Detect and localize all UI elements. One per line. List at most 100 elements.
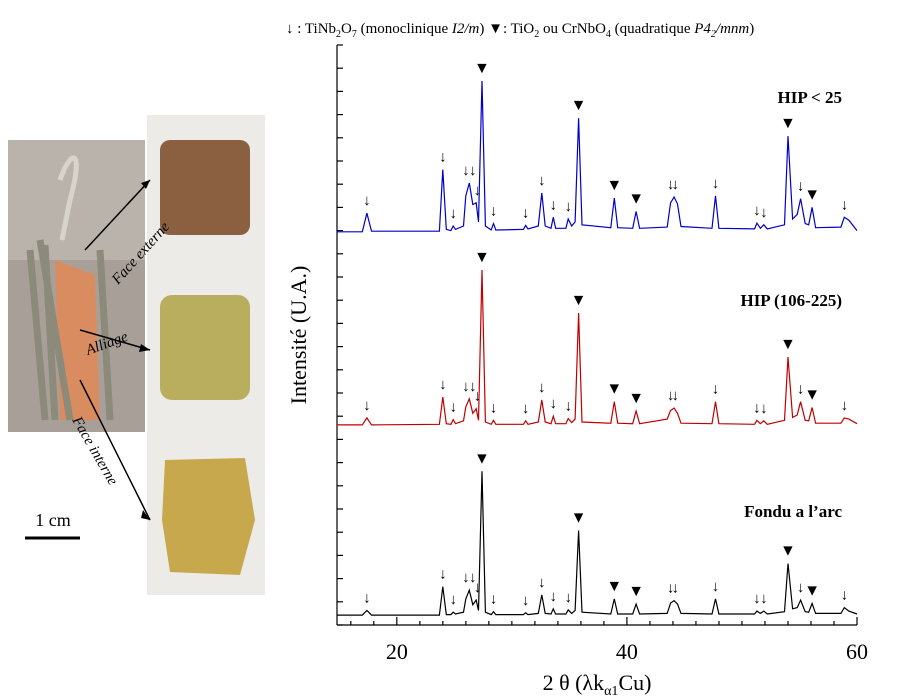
note-part: ) ▼: TiO	[479, 21, 534, 37]
peak-marker: ↓	[797, 382, 805, 398]
peak-marker: ↓	[490, 204, 498, 220]
peak-marker: ↓	[474, 580, 482, 596]
peak-marker: ↓	[363, 591, 371, 607]
note-part: 2	[711, 29, 716, 40]
peak-marker: ↓	[753, 203, 761, 219]
peak-marker: ↓	[469, 163, 477, 179]
peak-marker: ↓	[564, 590, 572, 606]
note-part: O	[341, 21, 352, 37]
note-part: P4	[693, 21, 711, 37]
sample-alliage	[160, 295, 250, 400]
arrow	[79, 329, 151, 351]
peak-marker: ↓	[538, 173, 546, 189]
peak-marker: ↓	[522, 205, 530, 221]
photo: Face externe Alliage Face interne 1 cm	[8, 115, 265, 595]
arrow-head	[141, 180, 150, 189]
peak-marker: ↓	[439, 377, 447, 393]
note-part: )	[749, 21, 754, 37]
x-tick-label: 60	[846, 639, 868, 664]
peak-marker: ↓	[671, 177, 679, 193]
peak-marker: ↓	[671, 581, 679, 597]
arrow-head	[141, 510, 150, 520]
peak-marker: ▼	[474, 450, 490, 467]
note-part: 2	[534, 29, 539, 40]
note-part: 2	[336, 29, 341, 40]
peak-marker: ▼	[780, 336, 796, 353]
note-part: I2/m	[451, 21, 480, 37]
peak-marker: ▼	[804, 387, 820, 404]
x-label-part: α1	[604, 684, 618, 699]
peak-marker: ▼	[571, 97, 587, 114]
peak-marker: ↓	[550, 396, 558, 412]
peak-marker: ▼	[804, 583, 820, 600]
note-part: /mnm	[715, 21, 750, 37]
y-axis-label: Intensité (U.A.)	[286, 266, 311, 405]
series-label: HIP (106-225)	[740, 291, 842, 310]
peak-marker: ▼	[628, 390, 644, 407]
peak-marker: ↓	[474, 183, 482, 199]
note-part: ↓ : TiNb	[286, 21, 336, 37]
peak-marker: ↓	[841, 398, 849, 414]
peak-marker: ↓	[439, 567, 447, 583]
peak-marker: ↓	[564, 399, 572, 415]
peak-marker: ↓	[712, 382, 720, 398]
peak-marker: ↓	[712, 176, 720, 192]
peak-marker: ↓	[462, 163, 470, 179]
peak-marker: ↓	[522, 593, 530, 609]
peak-marker: ↓	[841, 197, 849, 213]
peak-marker: ↓	[449, 592, 457, 608]
x-tick-label: 20	[386, 639, 408, 664]
scale-label: 1 cm	[35, 510, 71, 530]
peak-marker: ↓	[538, 575, 546, 591]
xrd-pattern	[337, 80, 858, 233]
note-part: (monoclinique	[357, 21, 452, 37]
peak-marker: ▼	[606, 177, 622, 194]
arrow	[84, 179, 151, 251]
peak-marker: ↓	[712, 579, 720, 595]
x-tick-label: 40	[616, 639, 638, 664]
peak-marker: ↓	[462, 570, 470, 586]
peak-marker: ↓	[564, 199, 572, 215]
note-part: 4	[606, 29, 611, 40]
series-label: Fondu a l’arc	[744, 502, 842, 521]
series-label: HIP < 25	[778, 88, 842, 107]
peak-marker: ↓	[439, 150, 447, 166]
peak-marker: ↓	[797, 580, 805, 596]
peak-marker: ▼	[474, 60, 490, 77]
peak-marker: ↓	[760, 401, 768, 417]
peak-marker: ↓	[841, 588, 849, 604]
peak-marker: ↓	[363, 193, 371, 209]
peak-marker: ↓	[462, 379, 470, 395]
peak-marker: ▼	[474, 249, 490, 266]
peak-marker: ↓	[797, 179, 805, 195]
peak-marker: ▼	[628, 583, 644, 600]
peak-marker: ↓	[538, 380, 546, 396]
peak-marker: ↓	[753, 400, 761, 416]
peak-marker: ↓	[667, 177, 675, 193]
peak-marker: ↓	[671, 388, 679, 404]
peak-marker: ▼	[606, 381, 622, 398]
x-label-part: Cu)	[618, 670, 651, 695]
peak-marker: ▼	[606, 578, 622, 595]
peak-marker: ▼	[780, 543, 796, 560]
xrd-pattern	[337, 269, 858, 426]
xrd-pattern	[337, 471, 858, 616]
peak-marker: ↓	[490, 400, 498, 416]
x-axis-label: 2 θ (λkα1Cu)	[543, 670, 652, 699]
sample-interne	[162, 458, 255, 575]
peak-legend: ↓ : TiNb2O7 (monoclinique I2/m) ▼: TiO2 …	[286, 21, 754, 40]
rods	[26, 239, 114, 421]
peak-marker: ↓	[753, 591, 761, 607]
note-part: 7	[352, 29, 357, 40]
peak-marker: ↓	[469, 570, 477, 586]
peak-marker: ▼	[780, 115, 796, 132]
peak-marker: ▼	[628, 190, 644, 207]
peak-marker: ↓	[522, 401, 530, 417]
peak-marker: ↓	[550, 197, 558, 213]
sample-externe	[160, 140, 250, 235]
peak-marker: ↓	[449, 206, 457, 222]
peak-marker: ↓	[449, 400, 457, 416]
peak-marker: ↓	[490, 592, 498, 608]
peak-marker: ↓	[474, 389, 482, 405]
